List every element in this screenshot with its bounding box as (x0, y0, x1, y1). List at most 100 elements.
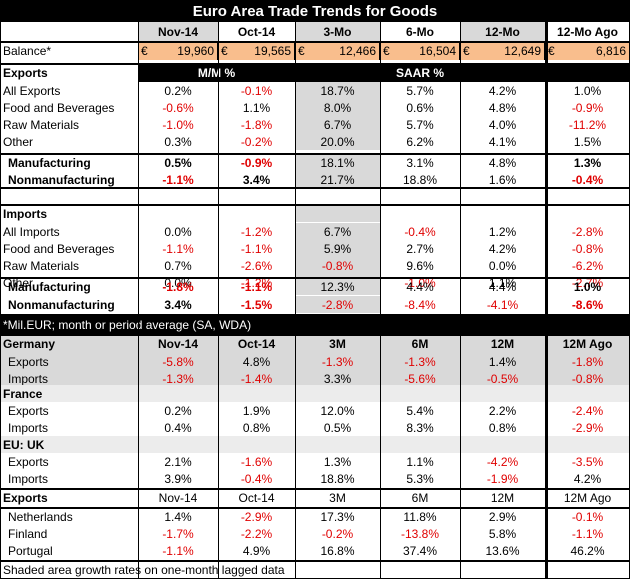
row-separator (0, 41, 630, 43)
table-cell: 1.4% (164, 509, 192, 524)
balance-amount: 12,466 (339, 44, 376, 58)
table-cell: 0.2% (164, 83, 192, 98)
table-cell: 18.1% (295, 154, 380, 171)
table-cell: 0.8% (488, 420, 517, 435)
table-cell: 0.0% (164, 224, 192, 239)
table-cell: 1.1% (488, 275, 517, 290)
table-cell: -1.9% (486, 471, 519, 486)
table-cell: 2.2% (488, 403, 517, 418)
row-separator (0, 560, 630, 562)
table-cell: 5.7% (406, 83, 434, 98)
row-label: Manufacturing (8, 155, 91, 170)
row-label: Manufacturing (8, 279, 91, 294)
table-cell: 5.7% (406, 117, 434, 132)
table-cell: 18.7% (295, 82, 380, 99)
table-cell: 3.1% (406, 155, 434, 170)
table-cell: -5.8% (162, 354, 194, 369)
table-cell: 5.4% (406, 403, 434, 418)
row-label: Food and Beverages (3, 241, 115, 256)
currency-symbol: € (221, 44, 228, 58)
row-separator (0, 314, 630, 316)
table-cell: 4.0% (488, 117, 517, 132)
balance-value: €16,504 (380, 42, 460, 60)
footnote: *Mil.EUR; month or period average (SA, W… (0, 315, 630, 334)
table-cell: -1.1% (162, 172, 194, 187)
currency-symbol: € (298, 44, 305, 58)
header-col: 12M (490, 337, 515, 351)
table-cell: -0.2% (240, 134, 273, 149)
row-separator (0, 153, 630, 155)
table-cell: 21.7% (295, 171, 380, 188)
header-col: 6-Mo (406, 24, 434, 39)
table-cell: -0.4% (240, 471, 273, 486)
table-cell: 2.9% (488, 509, 517, 524)
row-separator (0, 277, 630, 279)
table-row: All Exports 0.2% -0.1% 18.7% 5.7% 4.2% 1.0% (0, 82, 630, 99)
balance-label: Balance* (3, 44, 52, 58)
row-label: Imports (8, 471, 49, 486)
balance-value: €19,565 (218, 42, 295, 60)
table-cell: -1.0% (162, 117, 194, 132)
table-cell: -0.9% (571, 100, 604, 115)
column-divider (295, 22, 296, 579)
column-divider (380, 22, 381, 579)
table-cell: 4.4% (406, 279, 434, 294)
table-cell: 1.3% (323, 454, 352, 469)
footer-note: Shaded area growth rates on one-month la… (3, 563, 285, 577)
table-cell: 11.8% (403, 509, 437, 524)
table-cell: 1.2% (488, 224, 517, 239)
table-cell: -2.2% (240, 526, 273, 541)
header-col: Nov-14 (158, 491, 198, 505)
table-cell: 1.5% (573, 134, 602, 149)
table-cell: 3.3% (323, 371, 352, 386)
table-cell: -11.2% (568, 117, 607, 132)
table-cell: -1.8% (162, 279, 194, 294)
table-cell: 13.6% (485, 543, 520, 558)
row-label: Raw Materials (3, 258, 80, 273)
balance-amount: 19,565 (254, 44, 291, 58)
header-col: 12-Mo Ago (557, 24, 618, 39)
table-cell: -1.3% (162, 371, 194, 386)
table-row: Exports -5.8% 4.8% -1.3% -1.3% 1.4% -1.8% (0, 353, 630, 370)
table-cell: -1.3% (404, 354, 436, 369)
table-cell: -0.4% (404, 224, 436, 239)
section-label: EU: UK (3, 437, 45, 452)
row-label: Portugal (8, 543, 53, 558)
country-header-row: Germany Nov-14 Oct-14 3M 6M 12M 12M Ago (0, 335, 630, 353)
table-cell: -0.1% (240, 83, 273, 98)
table-row: Imports -1.3% -1.4% 3.3% -5.6% -0.5% -0.8% (0, 370, 630, 387)
column-divider (218, 22, 219, 579)
table-row: Imports 3.9% -0.4% 18.8% 5.3% -1.9% 4.2% (0, 470, 630, 487)
currency-symbol: € (383, 44, 390, 58)
table-cell: 4.4% (488, 279, 517, 294)
table-cell: -1.7% (162, 526, 194, 541)
table-cell: -1.8% (571, 354, 604, 369)
table-cell: 5.8% (488, 526, 517, 541)
table-row: All Imports 0.0% -1.2% 6.7% -0.4% 1.2% -2.8% (0, 223, 630, 240)
table-cell: 0.5% (164, 155, 192, 170)
row-label: Nonmanufacturing (8, 172, 115, 187)
blank-cell (380, 205, 460, 222)
header-row: Nov-14 Oct-14 3-Mo 6-Mo 12-Mo 12-Mo Ago (0, 22, 630, 41)
header-col: 3M (329, 491, 346, 505)
header-col: Oct-14 (238, 491, 275, 505)
balance-value: €6,816 (545, 42, 630, 60)
imports-header-row: Imports (0, 205, 630, 222)
row-separator (0, 334, 630, 336)
section-label: Exports (3, 66, 48, 80)
table-cell: -0.2% (321, 526, 354, 541)
table-cell: 20.0% (295, 133, 380, 150)
row-label: Nonmanufacturing (8, 297, 115, 312)
table-cell: 1.1% (406, 454, 434, 469)
row-label: All Exports (3, 83, 61, 98)
header-col: 6M (411, 337, 429, 351)
table-row: Portugal -1.1% 4.9% 16.8% 37.4% 13.6% 46.2% (0, 542, 630, 559)
table-cell: 16.8% (320, 543, 355, 558)
table-cell: -3.5% (571, 454, 604, 469)
row-separator (0, 63, 630, 65)
table-title: Euro Area Trade Trends for Goods (0, 0, 630, 22)
table-cell: -2.9% (240, 509, 273, 524)
blank-cell (545, 205, 630, 222)
saar-header: SAAR % (295, 64, 545, 82)
table-cell: 17.3% (320, 509, 355, 524)
